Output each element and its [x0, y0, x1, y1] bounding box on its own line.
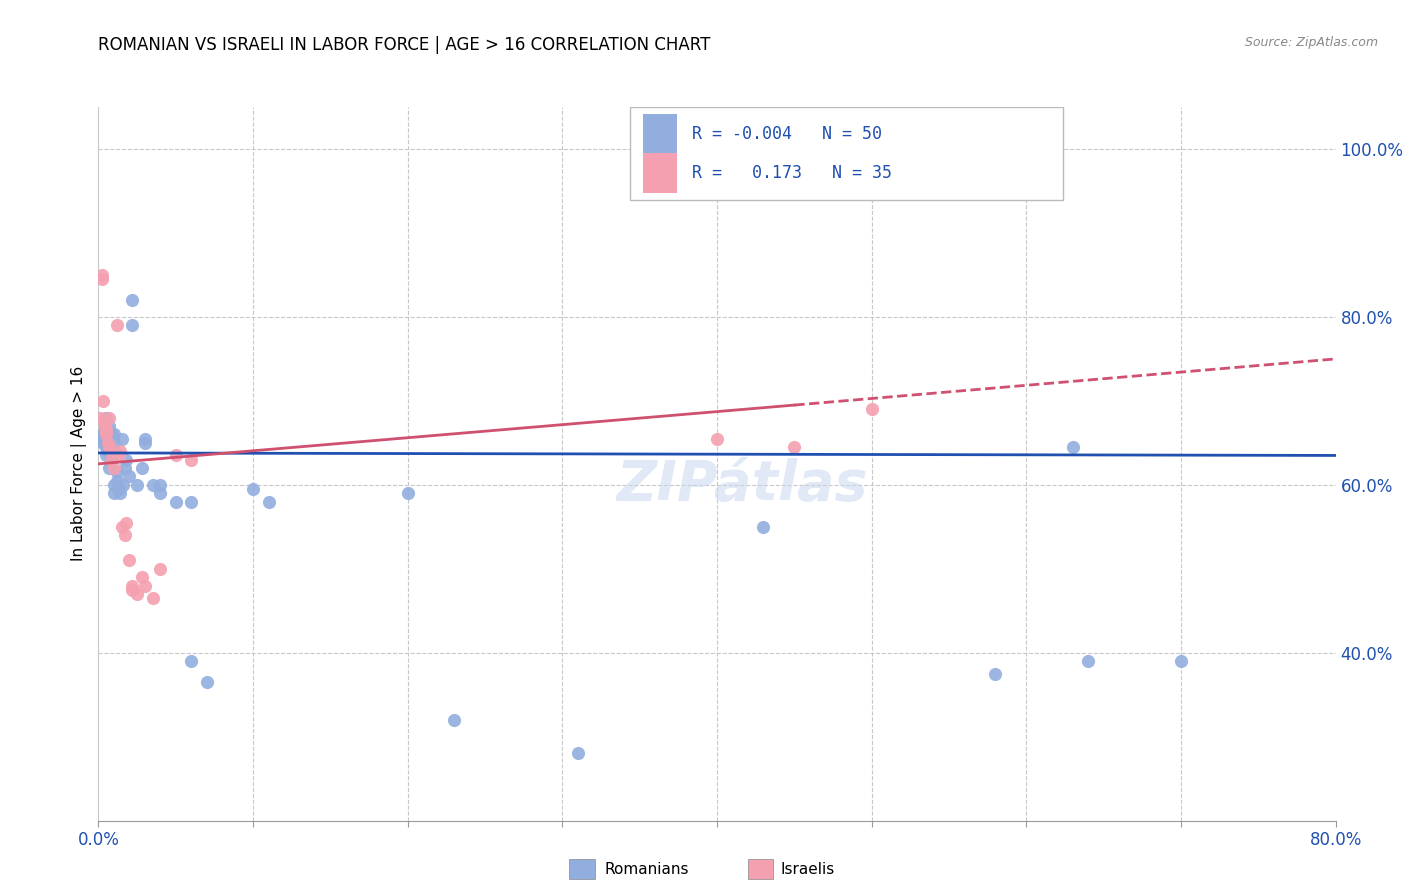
Point — [112, 478, 135, 492]
Text: R = -0.004   N = 50: R = -0.004 N = 50 — [692, 125, 883, 143]
Point — [114, 461, 136, 475]
Point — [96, 449, 118, 463]
Point — [96, 423, 118, 437]
Point — [105, 318, 128, 333]
Point — [98, 419, 121, 434]
Point — [131, 570, 153, 584]
Point — [149, 486, 172, 500]
Point — [195, 675, 218, 690]
Text: ZIPátlas: ZIPátlas — [616, 458, 868, 512]
Point — [111, 520, 134, 534]
Point — [142, 591, 165, 606]
Text: R =   0.173   N = 35: R = 0.173 N = 35 — [692, 164, 893, 182]
Point — [134, 578, 156, 592]
Point — [107, 449, 129, 463]
Point — [96, 427, 118, 442]
Point — [89, 432, 111, 446]
Point — [97, 427, 120, 442]
Point — [118, 469, 141, 483]
Text: Romanians: Romanians — [605, 863, 689, 877]
Point — [783, 440, 806, 454]
Point — [165, 449, 187, 463]
Point — [180, 494, 202, 508]
Point — [107, 482, 129, 496]
Point — [752, 520, 775, 534]
Point — [1062, 440, 1084, 454]
Point — [103, 461, 125, 475]
Point — [93, 419, 115, 434]
Point — [180, 452, 202, 467]
Point — [567, 747, 589, 761]
Point — [96, 440, 118, 454]
Point — [115, 516, 138, 530]
Point — [121, 578, 143, 592]
Point — [103, 486, 125, 500]
Point — [134, 435, 156, 450]
Point — [114, 528, 136, 542]
Point — [89, 410, 111, 425]
Point — [98, 461, 121, 475]
Text: Source: ZipAtlas.com: Source: ZipAtlas.com — [1244, 36, 1378, 49]
Point — [1170, 654, 1192, 668]
Point — [984, 666, 1007, 681]
Point — [149, 562, 172, 576]
Point — [103, 478, 125, 492]
Text: Israelis: Israelis — [780, 863, 835, 877]
Point — [105, 465, 128, 479]
FancyBboxPatch shape — [630, 107, 1063, 200]
Point — [91, 435, 114, 450]
Point — [111, 432, 134, 446]
Point — [121, 582, 143, 597]
Point — [100, 452, 122, 467]
FancyBboxPatch shape — [643, 153, 678, 193]
Point — [100, 427, 122, 442]
Point — [90, 427, 112, 442]
Point — [142, 478, 165, 492]
Point — [118, 553, 141, 567]
Point — [91, 393, 114, 408]
Point — [97, 435, 120, 450]
Point — [443, 713, 465, 727]
Point — [706, 432, 728, 446]
Point — [396, 486, 419, 500]
Point — [108, 486, 131, 500]
Point — [134, 432, 156, 446]
Point — [121, 318, 143, 333]
Point — [127, 851, 149, 865]
Point — [100, 452, 122, 467]
Text: ROMANIAN VS ISRAELI IN LABOR FORCE | AGE > 16 CORRELATION CHART: ROMANIAN VS ISRAELI IN LABOR FORCE | AGE… — [98, 36, 711, 54]
Point — [131, 461, 153, 475]
Point — [103, 427, 125, 442]
Point — [127, 478, 149, 492]
Point — [180, 654, 202, 668]
Point — [149, 478, 172, 492]
Point — [98, 410, 121, 425]
Point — [101, 444, 124, 458]
Point — [90, 272, 112, 286]
Point — [97, 444, 120, 458]
Point — [96, 410, 118, 425]
Point — [90, 268, 112, 282]
FancyBboxPatch shape — [643, 114, 678, 153]
Point — [127, 587, 149, 601]
Point — [93, 419, 115, 434]
Point — [242, 482, 264, 496]
Point — [165, 494, 187, 508]
Point — [105, 474, 128, 488]
Point — [98, 440, 121, 454]
Point — [103, 435, 125, 450]
Point — [121, 293, 143, 307]
Point — [101, 444, 124, 458]
Point — [108, 444, 131, 458]
Point — [115, 452, 138, 467]
Point — [860, 402, 883, 417]
Point — [257, 494, 280, 508]
Point — [93, 415, 115, 429]
Y-axis label: In Labor Force | Age > 16: In Labor Force | Age > 16 — [72, 367, 87, 561]
Point — [1077, 654, 1099, 668]
